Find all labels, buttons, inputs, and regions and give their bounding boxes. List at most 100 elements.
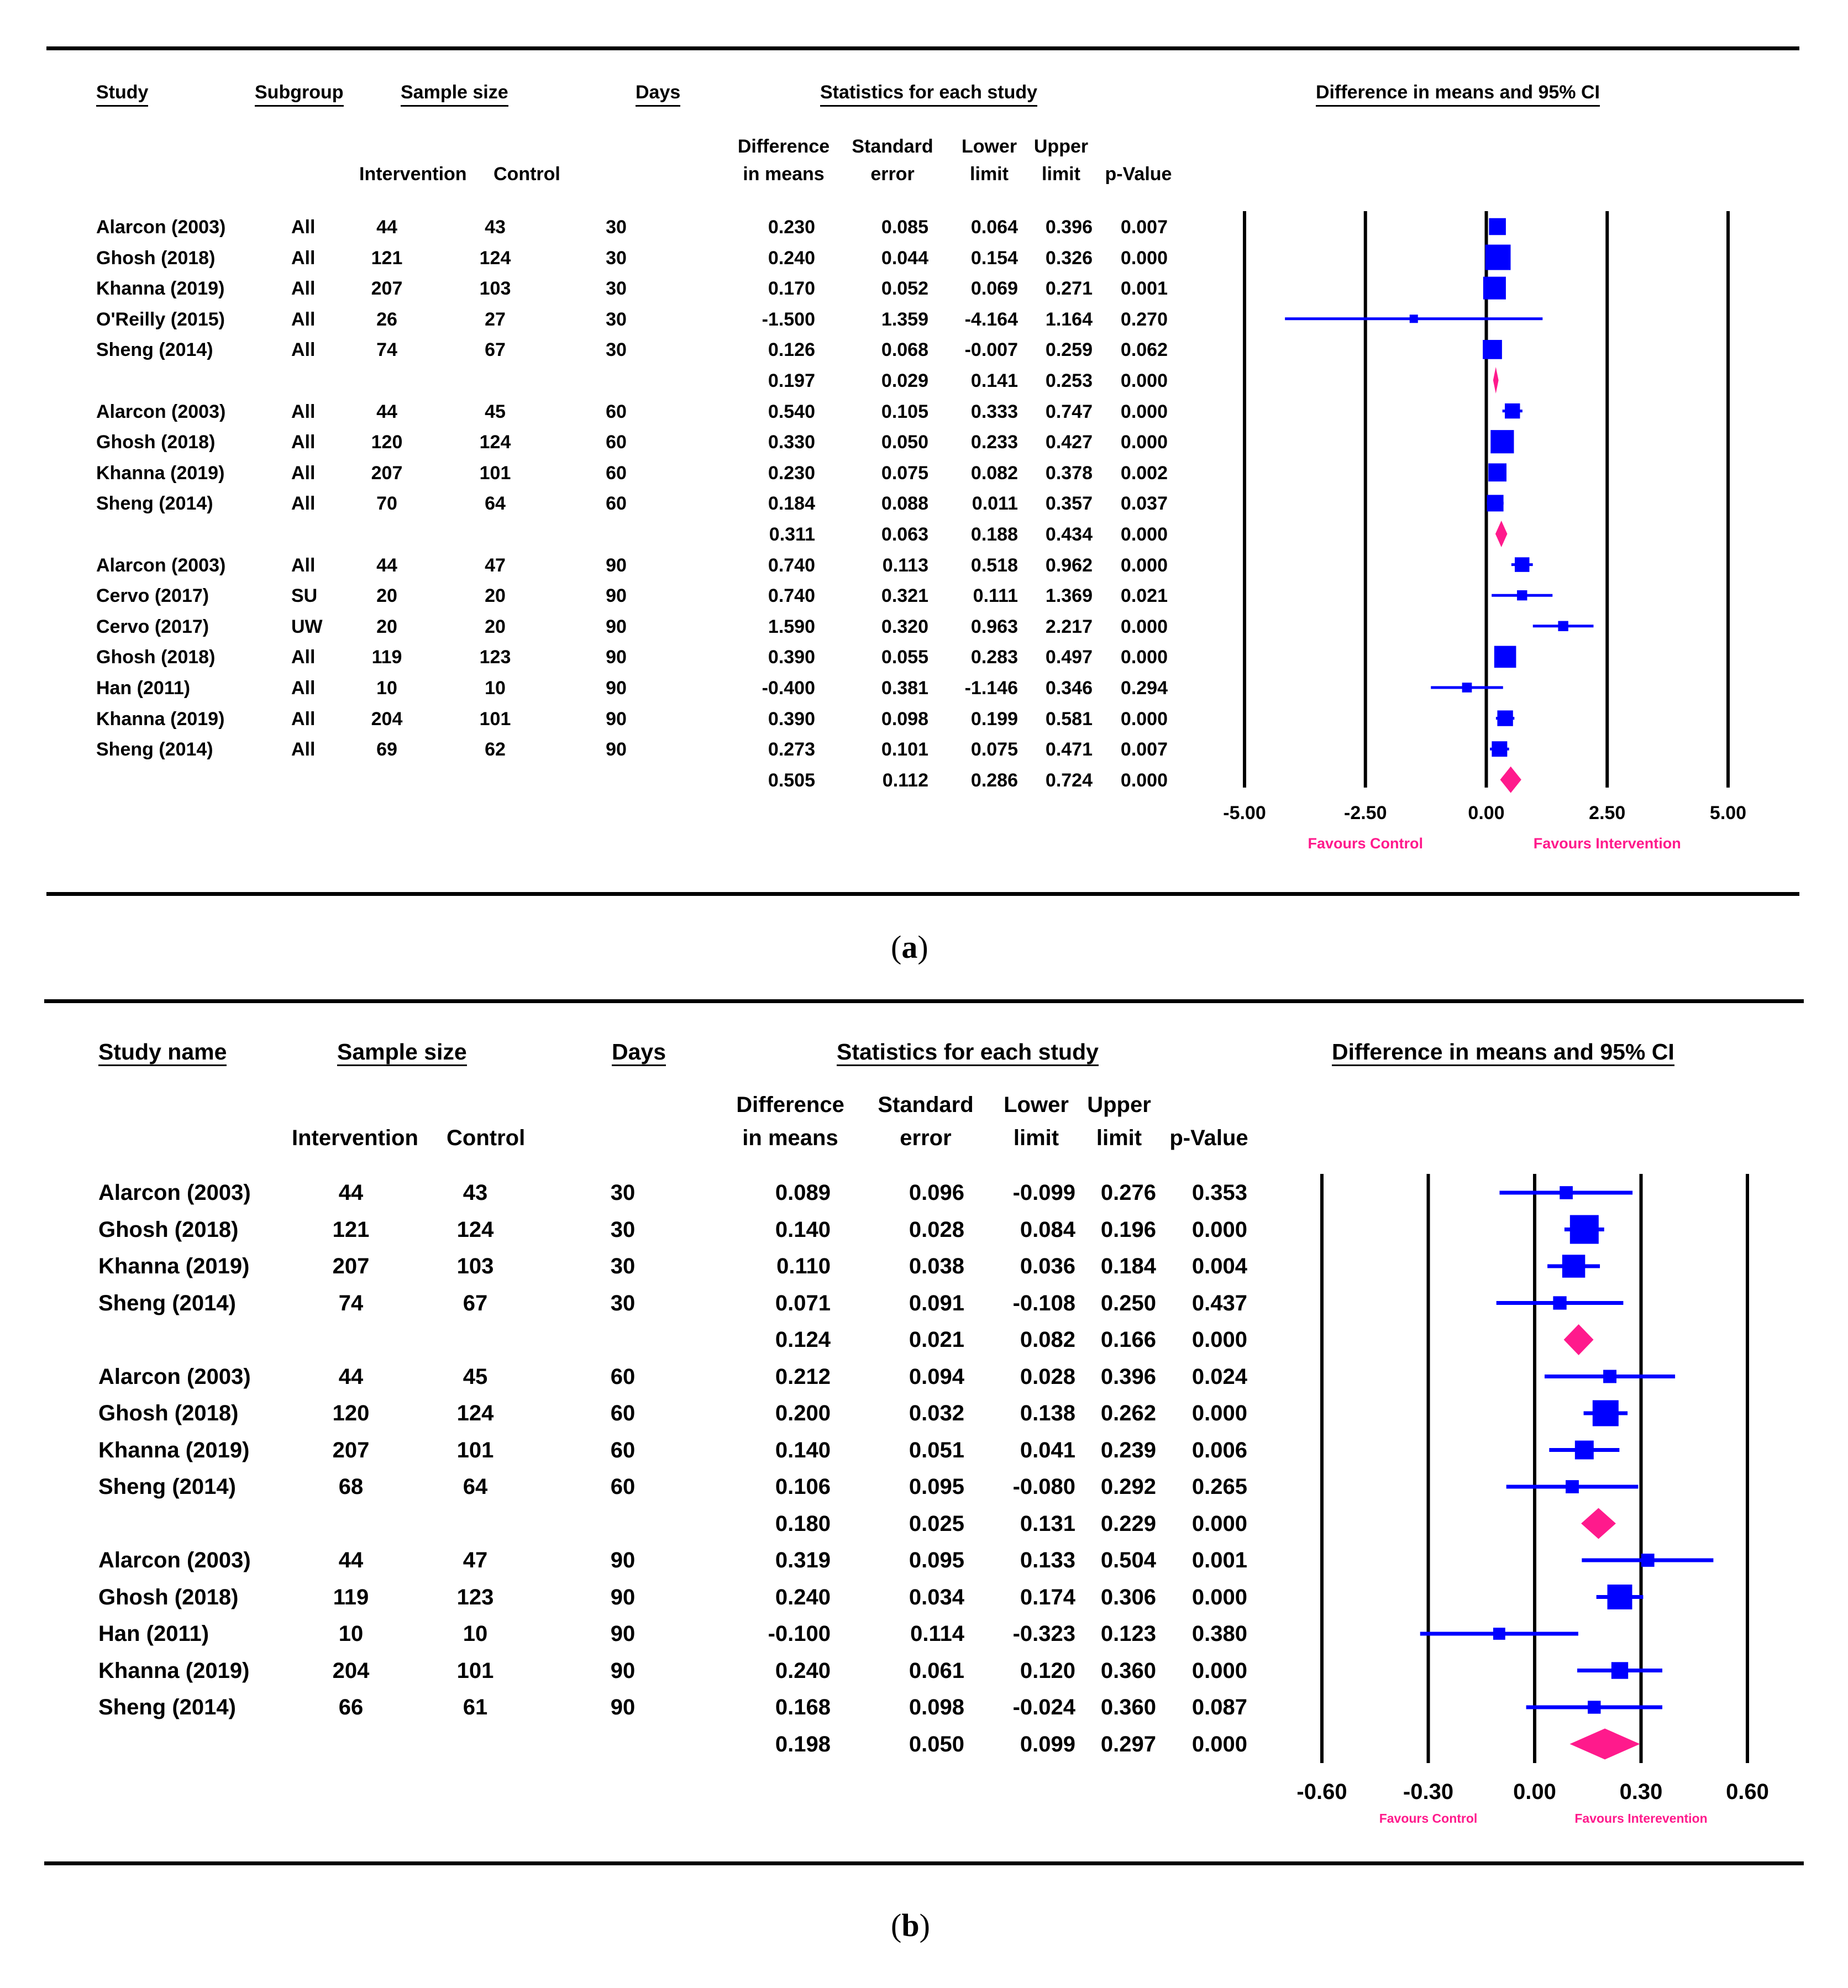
cell-subgroup: UW — [291, 616, 323, 637]
cell-upper: 0.427 — [1045, 432, 1093, 453]
point-estimate — [1574, 1440, 1594, 1460]
header-diff-1: Difference — [737, 136, 830, 157]
cell-upper: 0.292 — [1100, 1475, 1156, 1499]
panel-a-caption-letter: a — [901, 929, 918, 965]
cell-diff: 0.124 — [775, 1328, 831, 1352]
cell-days: 30 — [606, 247, 627, 269]
cell-days: 60 — [606, 493, 627, 515]
cell-se: 0.029 — [881, 370, 928, 391]
cell-intervention: 66 — [338, 1695, 364, 1719]
header-days-b: Days — [612, 1041, 666, 1066]
cell-lower: 0.518 — [970, 554, 1018, 576]
point-estimate — [1611, 1662, 1629, 1679]
cell-intervention: 74 — [338, 1291, 364, 1315]
cell-upper: 0.229 — [1100, 1511, 1156, 1536]
cell-intervention: 44 — [338, 1548, 364, 1572]
cell-study: Alarcon (2003) — [96, 554, 226, 576]
cell-study: Han (2011) — [98, 1622, 209, 1646]
cell-upper: 1.164 — [1045, 308, 1093, 330]
cell-se: 0.063 — [881, 524, 928, 545]
cell-study: Khanna (2019) — [98, 1658, 250, 1683]
cell-lower: 0.138 — [1020, 1401, 1075, 1425]
tick-label: 0.30 — [1620, 1780, 1663, 1804]
header-diff-b-1: Difference — [736, 1093, 844, 1117]
cell-se: 0.381 — [881, 678, 928, 699]
cell-diff: 0.390 — [768, 708, 815, 730]
pooled-diamond — [1563, 1324, 1594, 1355]
cell-upper: 0.471 — [1045, 739, 1093, 760]
cell-study: O'Reilly (2015) — [96, 308, 225, 330]
cell-subgroup: All — [291, 217, 316, 238]
point-estimate — [1489, 218, 1506, 235]
point-estimate — [1487, 495, 1504, 512]
panel-b-forest-plot: -0.60 -0.30 0.00 0.30 0.60 Favours Control Fav… — [1296, 1174, 1769, 1826]
panel-b-bottom-rule — [44, 1861, 1804, 1865]
cell-diff: 0.240 — [775, 1658, 831, 1683]
cell-lower: 0.084 — [1020, 1217, 1075, 1242]
cell-p: 0.000 — [1191, 1658, 1247, 1683]
cell-se: 0.051 — [909, 1438, 964, 1462]
point-estimate — [1560, 1186, 1573, 1199]
header-study-name: Study name — [98, 1041, 227, 1066]
cell-se: 0.052 — [881, 278, 928, 300]
cell-subgroup: All — [291, 308, 316, 330]
point-estimate — [1562, 1255, 1586, 1278]
cell-diff: 0.505 — [768, 769, 815, 791]
cell-diff: 0.311 — [769, 524, 815, 545]
header-lower-b-2: limit — [1013, 1126, 1059, 1150]
pooled-diamond — [1581, 1508, 1616, 1539]
cell-p: 0.000 — [1191, 1511, 1247, 1536]
cell-diff: 0.197 — [768, 370, 815, 391]
cell-diff: 0.180 — [775, 1511, 831, 1536]
cell-study: Ghosh (2018) — [96, 432, 216, 453]
cell-intervention: 204 — [371, 708, 403, 730]
header-control: Control — [494, 164, 560, 185]
cell-study: Alarcon (2003) — [98, 1181, 251, 1205]
cell-se: 0.044 — [881, 247, 928, 269]
cell-upper: 0.360 — [1100, 1658, 1156, 1683]
header-se-2: error — [870, 164, 915, 185]
cell-control: 45 — [463, 1364, 488, 1389]
cell-lower: 0.082 — [970, 462, 1018, 484]
cell-study: Alarcon (2003) — [96, 401, 226, 422]
cell-se: 0.113 — [882, 554, 928, 576]
cell-se: 0.095 — [909, 1548, 964, 1572]
panel-a-table: Study Subgroup Sample size Days Statisti… — [0, 0, 1848, 895]
cell-study: Ghosh (2018) — [96, 647, 216, 668]
cell-se: 0.096 — [909, 1181, 964, 1205]
cell-lower: 0.286 — [970, 769, 1018, 791]
header-control-b: Control — [447, 1126, 526, 1150]
point-estimate — [1409, 314, 1418, 323]
panel-b-top-rule — [44, 999, 1804, 1003]
cell-upper: 0.306 — [1100, 1585, 1156, 1609]
cell-subgroup: All — [291, 462, 316, 484]
cell-upper: 0.396 — [1100, 1364, 1156, 1389]
cell-se: 0.320 — [881, 616, 928, 637]
cell-upper: 0.504 — [1100, 1548, 1156, 1572]
cell-p: 0.000 — [1120, 769, 1168, 791]
cell-days: 30 — [606, 217, 627, 238]
cell-se: 0.021 — [909, 1328, 964, 1352]
cell-subgroup: All — [291, 554, 316, 576]
cell-lower: 0.131 — [1020, 1511, 1075, 1536]
cell-control: 123 — [456, 1585, 494, 1609]
header-intervention: Intervention — [359, 164, 467, 185]
favours-control-label: Favours Control — [1379, 1811, 1478, 1826]
cell-control: 67 — [463, 1291, 488, 1315]
cell-se: 0.050 — [909, 1732, 964, 1756]
tick-label: -2.50 — [1344, 802, 1387, 823]
cell-control: 43 — [463, 1181, 488, 1205]
cell-days: 60 — [606, 462, 627, 484]
header-stats: Statistics for each study — [820, 82, 1038, 107]
cell-diff: -1.500 — [762, 308, 815, 330]
cell-days: 30 — [610, 1181, 636, 1205]
cell-lower: 0.111 — [973, 585, 1018, 607]
header-se-1: Standard — [852, 136, 933, 157]
point-estimate — [1603, 1370, 1616, 1383]
point-estimate — [1641, 1554, 1655, 1567]
cell-diff: 0.740 — [768, 585, 815, 607]
point-estimate — [1553, 1296, 1567, 1310]
cell-lower: 0.099 — [1020, 1732, 1075, 1756]
cell-p: 0.062 — [1120, 339, 1168, 361]
